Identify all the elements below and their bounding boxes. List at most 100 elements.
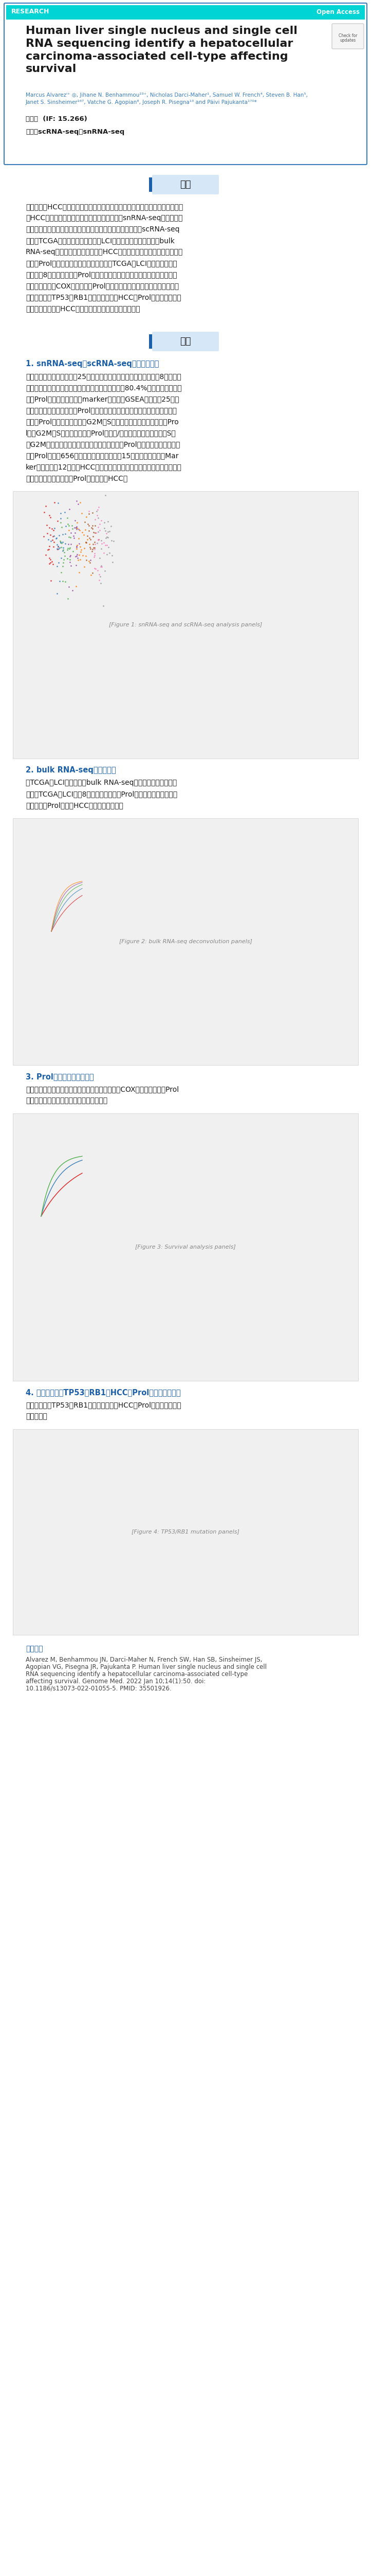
Point <box>47 497 53 538</box>
Point <box>97 538 103 580</box>
Point <box>70 569 76 611</box>
Point <box>57 520 63 562</box>
Text: [Figure 1: snRNA-seq and scRNA-seq analysis panels]: [Figure 1: snRNA-seq and scRNA-seq analy… <box>109 623 262 629</box>
Point <box>40 515 46 556</box>
Point <box>51 523 57 564</box>
Point <box>105 518 111 559</box>
Text: RNA sequencing identify a hepatocellular carcinoma-associated cell-type: RNA sequencing identify a hepatocellular… <box>26 1672 248 1677</box>
Bar <box>149 178 153 191</box>
Text: 殖（Prol）细胞亚型。基于marker基因进行GSEA分析并对25个细: 殖（Prol）细胞亚型。基于marker基因进行GSEA分析并对25个细 <box>26 397 179 402</box>
Text: RNA-seq数据进行联系分析来寻找HCC中的细胞类型差异。联合分析发现: RNA-seq数据进行联系分析来寻找HCC中的细胞类型差异。联合分析发现 <box>26 247 183 255</box>
Point <box>96 554 102 595</box>
Point <box>105 526 111 567</box>
Point <box>59 513 65 554</box>
Point <box>66 510 72 551</box>
Point <box>83 497 89 538</box>
Text: 单细胞水平数据分析显示Prol细胞类型与HCC相: 单细胞水平数据分析显示Prol细胞类型与HCC相 <box>26 474 128 482</box>
Point <box>93 513 99 554</box>
Point <box>96 487 102 528</box>
Point <box>98 520 104 562</box>
Point <box>53 518 59 559</box>
Point <box>58 538 64 580</box>
Point <box>85 518 91 559</box>
Point <box>62 531 68 572</box>
Point <box>94 523 100 564</box>
Point <box>76 507 82 549</box>
Point <box>56 528 62 569</box>
Point <box>82 502 88 544</box>
Point <box>98 500 104 541</box>
Point <box>78 528 84 569</box>
Point <box>75 518 81 559</box>
Point <box>111 520 117 562</box>
Point <box>47 538 53 580</box>
Text: ker基因。其中12个曾在HCC发病机制中被证实或与该病的临床特征相关。: ker基因。其中12个曾在HCC发病机制中被证实或与该病的临床特征相关。 <box>26 464 182 471</box>
Text: 增殖性Prol细胞在肿瘦中显著富集，然后对TCGA和LCI的数据解卷积，: 增殖性Prol细胞在肿瘦中显著富集，然后对TCGA和LCI的数据解卷积， <box>26 260 177 268</box>
Point <box>47 541 53 582</box>
Point <box>90 523 96 564</box>
Point <box>45 528 50 569</box>
Text: 胞类型。在肿瘦样本中一个新的细胞类型显著富集（80.4%），将其命名为增: 胞类型。在肿瘦样本中一个新的细胞类型显著富集（80.4%），将其命名为增 <box>26 384 182 392</box>
Point <box>101 533 107 574</box>
Point <box>50 510 56 551</box>
Point <box>101 523 106 564</box>
Point <box>59 523 65 564</box>
Text: 步研究Prol的增殖能力，根据G2M和S细胞周期基因的平均表达量对Pro: 步研究Prol的增殖能力，根据G2M和S细胞周期基因的平均表达量对Pro <box>26 417 179 425</box>
Point <box>65 528 70 569</box>
Point <box>91 528 96 569</box>
Point <box>102 474 108 515</box>
Point <box>49 507 55 549</box>
Text: l进行G2M和S模块评分。来自Prol的细胞/细胞核显示出显著较高的S期: l进行G2M和S模块评分。来自Prol的细胞/细胞核显示出显著较高的S期 <box>26 430 176 435</box>
Point <box>109 541 115 582</box>
Point <box>73 507 79 549</box>
Text: 结果: 结果 <box>180 337 191 345</box>
Text: Check for: Check for <box>338 33 357 39</box>
Point <box>55 526 61 567</box>
Point <box>67 518 73 559</box>
Point <box>58 502 63 544</box>
Point <box>51 515 57 556</box>
FancyBboxPatch shape <box>152 332 219 350</box>
Point <box>80 536 86 577</box>
Point <box>86 492 92 533</box>
Point <box>86 505 92 546</box>
Point <box>67 528 73 569</box>
Point <box>97 556 103 598</box>
Text: 显著相关。: 显著相关。 <box>26 1412 47 1419</box>
Bar <box>149 335 153 348</box>
Point <box>53 518 59 559</box>
Point <box>89 551 95 592</box>
Text: 3. Prol细胞类型与生存分析: 3. Prol细胞类型与生存分析 <box>26 1072 94 1079</box>
Point <box>92 528 98 569</box>
Point <box>86 541 92 582</box>
Point <box>76 523 82 564</box>
Point <box>48 520 54 562</box>
Point <box>73 507 79 549</box>
Point <box>94 495 100 536</box>
Text: 一步证实了Prol细胞在HCC中的忌应主要性。: 一步证实了Prol细胞在HCC中的忌应主要性。 <box>26 801 123 809</box>
Point <box>98 546 104 587</box>
Point <box>82 510 88 551</box>
Point <box>58 497 63 538</box>
Point <box>102 551 108 592</box>
Bar <box>13 1430 358 1636</box>
Point <box>106 533 112 574</box>
Text: [Figure 3: Survival analysis panels]: [Figure 3: Survival analysis panels] <box>135 1244 236 1249</box>
Point <box>89 507 95 549</box>
Point <box>68 523 74 564</box>
Point <box>67 538 73 580</box>
Text: 细胞类型占比与较差的生存结果显著相关。: 细胞类型占比与较差的生存结果显著相关。 <box>26 1097 108 1105</box>
Point <box>95 549 101 590</box>
Point <box>68 546 74 587</box>
Point <box>43 487 49 528</box>
Point <box>58 492 63 533</box>
Point <box>100 585 106 626</box>
Point <box>95 507 101 549</box>
Point <box>62 562 68 603</box>
Point <box>102 526 108 567</box>
Point <box>102 510 108 551</box>
Text: Alvarez M, Benhammou JN, Darci-Maher N, French SW, Han SB, Sinsheimer JS,: Alvarez M, Benhammou JN, Darci-Maher N, … <box>26 1656 262 1664</box>
Point <box>41 492 47 533</box>
Point <box>101 502 107 544</box>
Text: 综合数据进行聚类，鉴定出25个细胞亚群，再根据谱系将这些划分为8个主要细: 综合数据进行聚类，鉴定出25个细胞亚群，再根据谱系将这些划分为8个主要细 <box>26 374 181 381</box>
